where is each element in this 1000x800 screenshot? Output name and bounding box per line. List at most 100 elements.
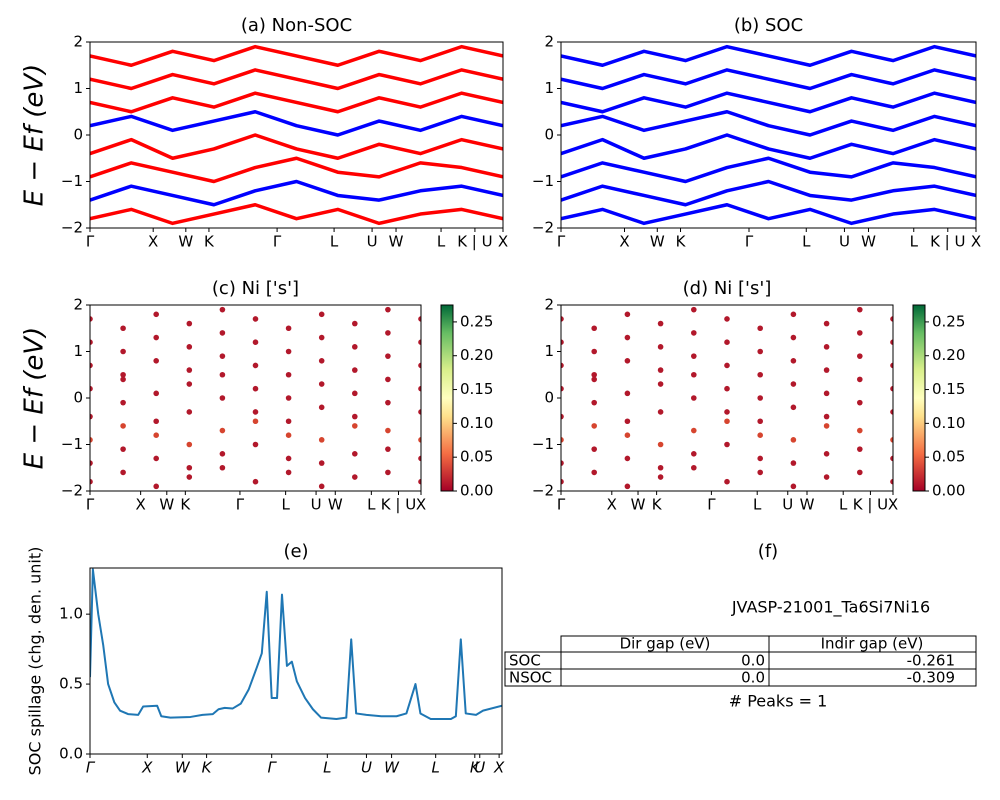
point [385,330,391,336]
point [823,390,830,397]
point [691,306,697,313]
point [561,339,564,345]
band-line [561,203,976,226]
band-line [90,110,503,137]
band-line [561,156,976,184]
point [561,316,564,322]
point [561,413,564,420]
point [890,437,893,443]
x-tick-label: K [204,233,215,251]
y-axis-label: E − Ef (eV) [20,64,50,207]
point [757,418,763,425]
x-tick-label: Γ [707,496,716,514]
point [624,432,631,439]
x-tick-label: Γ [86,759,96,777]
point [691,395,697,401]
point [90,478,93,485]
x-tick-label: K [676,233,687,251]
point [285,432,292,439]
x-tick-label: L [323,759,331,777]
y-tick-label: 0 [73,126,83,144]
band-line [90,179,503,207]
band-line [561,179,976,207]
colorbar-tick-label: 0.25 [460,312,493,330]
y-tick-label: 1 [544,342,554,360]
plot-area [90,306,421,490]
point [724,418,730,425]
point [624,483,631,490]
point [724,362,730,369]
x-tick-label: X [971,233,981,251]
point [823,320,830,327]
point [219,330,226,336]
band-line [90,568,502,721]
x-tick-label: L [281,496,290,514]
point [890,362,893,369]
point [318,334,325,341]
point [120,348,126,355]
point [352,320,358,327]
point [724,316,730,322]
x-tick-label: U [474,759,485,777]
point [120,371,126,378]
y-tick-label: 0.0 [59,745,83,763]
x-tick-label: X [498,233,508,251]
x-tick-label: Γ [745,233,754,251]
x-tick-label: U [782,496,793,514]
point [153,418,159,425]
y-tick-label: 2 [544,33,554,51]
plot-frame [560,41,977,229]
y-tick-label: −1 [532,172,554,190]
point [561,437,564,443]
plot-frame [560,304,894,492]
point [857,353,863,359]
point [657,441,664,448]
point [418,385,421,392]
x-tick-label: K | U [930,233,965,251]
point [90,437,93,443]
point [624,334,631,341]
point [857,446,863,452]
point [90,339,93,345]
band-line [561,68,976,91]
colorbar [912,304,926,492]
x-tick-label: W [384,759,400,777]
point [757,325,763,332]
point [285,469,292,476]
table-header: Indir gap (eV) [821,635,924,653]
point [120,423,126,429]
colorbar-tick-label: 0.15 [460,380,493,398]
point [657,474,664,480]
x-tick-label: L [431,759,439,777]
colorbar-tick-label: 0.10 [460,414,493,432]
band-line [561,44,976,67]
point [757,348,763,355]
x-tick-label: X [148,233,158,251]
x-tick-label: Γ [86,496,95,514]
x-tick-label: X [493,759,505,777]
point [186,441,193,448]
band-line [90,156,503,184]
point [624,455,631,462]
point [318,404,325,411]
point [352,413,358,420]
point [757,469,763,476]
point [890,455,893,462]
y-tick-label: −2 [532,219,554,237]
y-tick-label: −1 [532,435,554,453]
table-caption: JVASP-21001_Ta6Si7Ni16 [731,598,930,618]
x-tick-label: Γ [86,233,95,251]
point [790,381,797,387]
point [318,483,325,490]
x-tick-label: L [802,233,811,251]
colorbar-tick-label: 0.10 [932,414,965,432]
point [285,348,292,355]
colorbar-tick-label: 0.25 [932,312,965,330]
point [252,316,259,322]
x-tick-label: Γ [273,233,282,251]
colorbar-tick-label: 0.20 [932,346,965,364]
x-tick-label: U [311,496,322,514]
point [857,427,863,434]
band-line [561,110,976,137]
y-tick-label: 2 [544,296,554,314]
